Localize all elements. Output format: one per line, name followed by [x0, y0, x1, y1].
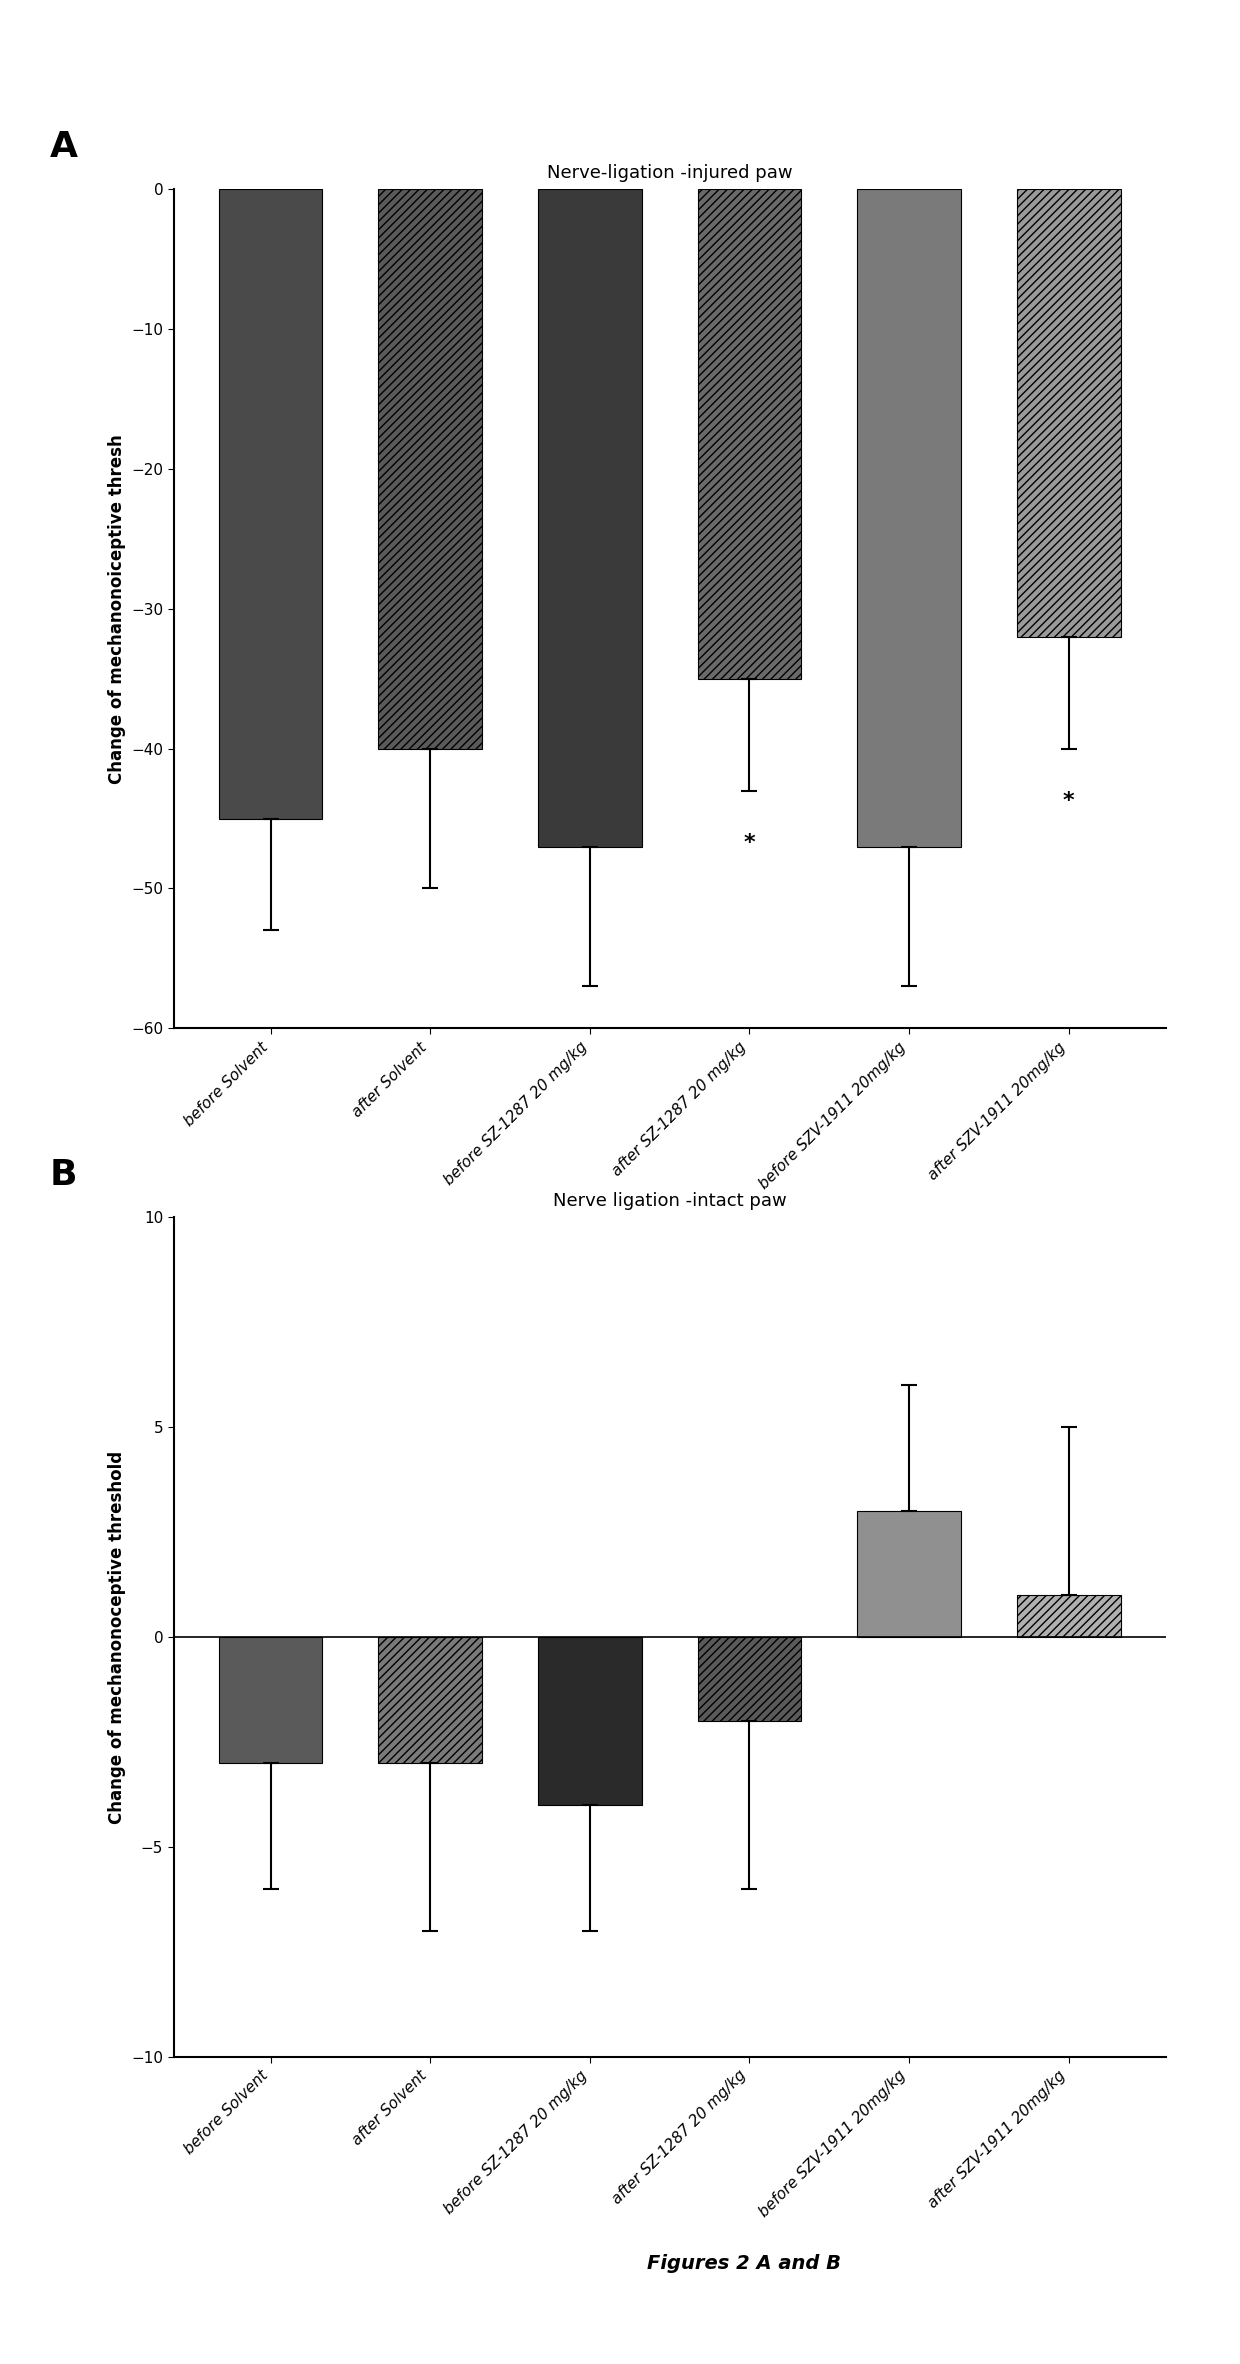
Bar	[218, 189, 322, 818]
Text: A: A	[50, 130, 78, 163]
Bar	[538, 189, 641, 846]
Bar	[1017, 1596, 1121, 1636]
Bar	[378, 1636, 482, 1764]
Bar	[378, 189, 482, 749]
Bar	[218, 1636, 322, 1764]
Bar	[698, 1636, 801, 1721]
Y-axis label: Change of mechanonoiceptive thresh: Change of mechanonoiceptive thresh	[108, 435, 125, 782]
Bar	[857, 1511, 961, 1636]
Text: *: *	[1063, 790, 1074, 811]
Title: Nerve-ligation -injured paw: Nerve-ligation -injured paw	[547, 163, 792, 182]
Title: Nerve ligation -intact paw: Nerve ligation -intact paw	[553, 1191, 786, 1210]
Text: B: B	[50, 1158, 77, 1191]
Text: *: *	[744, 832, 755, 853]
Bar	[857, 189, 961, 846]
Bar	[1017, 189, 1121, 636]
Text: Figures 2 A and B: Figures 2 A and B	[647, 2255, 841, 2274]
Bar	[698, 189, 801, 678]
Bar	[538, 1636, 641, 1806]
Y-axis label: Change of mechanonoceptive threshold: Change of mechanonoceptive threshold	[108, 1451, 125, 1823]
